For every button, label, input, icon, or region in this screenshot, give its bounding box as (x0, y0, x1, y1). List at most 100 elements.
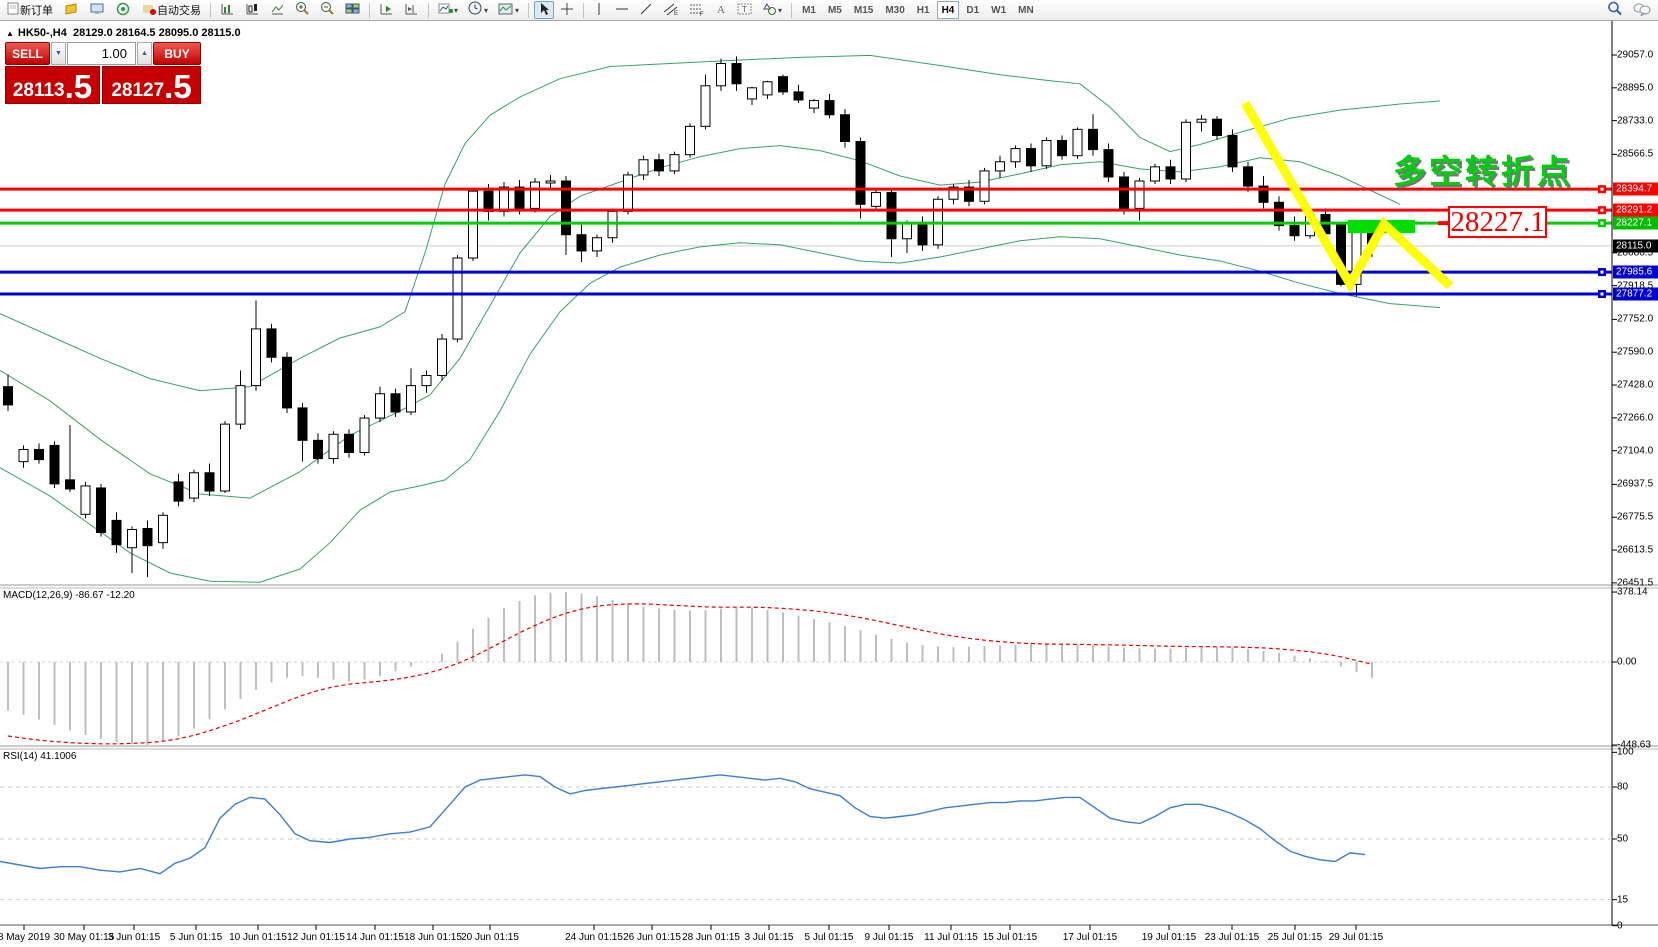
price-callout-box[interactable]: 28227.1 (1448, 206, 1547, 238)
time-axis-label[interactable]: 11 Jul 01:15 (924, 932, 978, 943)
price-line-label: 28291.2 (1613, 203, 1658, 217)
price-tick-label: 27752.0 (1617, 313, 1654, 325)
time-axis-label[interactable]: 9 Jul 01:15 (864, 932, 914, 943)
timeframe-group: M1 M5 M15 M30 H1 H4 D1 W1 MN (797, 1, 1039, 19)
market-watch-button[interactable] (59, 1, 83, 19)
cursor-tool-button[interactable] (534, 1, 555, 19)
terminal-icon (89, 2, 105, 19)
vline-tool-button[interactable] (589, 1, 609, 19)
price-tick-label: 27590.0 (1617, 346, 1654, 358)
time-axis-label[interactable]: 15 Jul 01:15 (982, 932, 1038, 943)
time-axis-label[interactable]: 3 Jun 01:15 (107, 932, 161, 943)
search-button[interactable] (1603, 1, 1627, 19)
fibonacci-tool-button[interactable]: F (685, 1, 709, 19)
volume-input[interactable] (67, 42, 136, 65)
sell-price-main: 28113 (12, 80, 65, 101)
time-axis-label[interactable]: 29 Jul 01:15 (1328, 932, 1384, 943)
zoom-in-button[interactable] (291, 1, 314, 19)
time-axis-label[interactable]: 5 Jul 01:15 (804, 932, 854, 943)
shapes-tool-button[interactable]: ▾ (759, 1, 786, 19)
boll-lower-band (0, 236, 1441, 583)
time-axis-label[interactable]: 10 Jun 01:15 (229, 932, 287, 943)
buy-price-display[interactable]: 28127.5 (102, 66, 201, 104)
time-axis-label[interactable]: 14 Jun 01:15 (346, 932, 404, 943)
trend-zigzag-annotation[interactable] (1241, 100, 1454, 294)
price-line-label: 27877.2 (1613, 287, 1658, 301)
price-tick-label: 27428.0 (1617, 379, 1654, 391)
buy-button[interactable]: BUY (153, 42, 201, 65)
time-axis-label[interactable]: 24 Jun 01:15 (565, 932, 623, 943)
timeframe-h4[interactable]: H4 (936, 1, 960, 19)
candle (561, 180, 571, 236)
time-axis-label[interactable]: 5 Jun 01:15 (169, 932, 223, 943)
tile-windows-button[interactable] (341, 1, 364, 19)
candle (669, 154, 680, 172)
time-axis-label[interactable]: 17 Jul 01:15 (1062, 932, 1118, 943)
tile-windows-icon (345, 2, 360, 19)
candle (871, 192, 881, 207)
timeframe-mn[interactable]: MN (1018, 4, 1034, 16)
timeframe-m30[interactable]: M30 (885, 4, 905, 16)
turning-point-annotation: 多空转折点 (1393, 153, 1573, 190)
channel-tool-button[interactable]: E (659, 1, 683, 19)
vertical-line-icon (594, 2, 604, 19)
time-axis-label[interactable]: 19 Jul 01:15 (1141, 932, 1197, 943)
horizontal-line-icon (615, 2, 629, 19)
timeframe-w1[interactable]: W1 (991, 4, 1007, 16)
candle (1258, 185, 1269, 203)
time-axis-label[interactable]: 8 May 2019 (0, 932, 51, 943)
candle (731, 63, 742, 85)
time-axis-label[interactable]: 23 Jul 01:15 (1204, 932, 1260, 943)
sell-price-display[interactable]: 28113.5 (5, 66, 100, 104)
hline-tool-button[interactable] (611, 1, 633, 19)
bar-chart-button[interactable] (216, 1, 239, 19)
time-axis-label[interactable]: 30 May 01:15 (53, 932, 115, 943)
price-tick-label: 26613.5 (1617, 544, 1654, 556)
dropdown-caret: ▾ (515, 5, 520, 15)
market-watch-icon (63, 2, 79, 19)
signals-button[interactable] (111, 1, 135, 19)
chart-canvas[interactable] (0, 21, 1658, 947)
autotrade-button[interactable]: 自动交易 (137, 1, 205, 19)
sell-button[interactable]: SELL (5, 42, 50, 65)
timeframe-m5[interactable]: M5 (827, 4, 842, 16)
candle (437, 338, 447, 377)
timeframe-m1[interactable]: M1 (802, 4, 816, 16)
timeframe-m15[interactable]: M15 (853, 4, 874, 16)
candle (49, 444, 60, 485)
text-label-tool-button[interactable]: T (733, 1, 757, 19)
text-tool-button[interactable]: A (711, 1, 731, 19)
time-axis-label[interactable]: 12 Jun 01:15 (287, 932, 345, 943)
line-chart-button[interactable] (266, 1, 289, 19)
candle (1212, 118, 1222, 136)
trendline-icon (639, 2, 653, 19)
time-axis-label[interactable]: 28 Jun 01:15 (682, 932, 740, 943)
timeframe-d1[interactable]: D1 (966, 4, 980, 16)
chart-shift-button[interactable] (400, 1, 423, 19)
auto-scroll-button[interactable] (375, 1, 398, 19)
toolbar-separator (210, 2, 211, 18)
crosshair-tool-button[interactable] (556, 1, 578, 19)
time-axis-label[interactable]: 25 Jul 01:15 (1267, 932, 1323, 943)
search-icon (1607, 1, 1623, 19)
add-indicator-button[interactable]: ▾ (434, 1, 462, 19)
level-line-marker-dot (1600, 292, 1604, 296)
time-axis-label[interactable]: 20 Jun 01:15 (461, 932, 519, 943)
volume-up-button[interactable]: ▲ (137, 42, 152, 65)
template-button[interactable]: ▾ (494, 1, 523, 19)
new-order-button[interactable]: 新订单 (3, 1, 57, 19)
chat-button[interactable] (1629, 1, 1655, 19)
zoom-out-button[interactable] (316, 1, 339, 19)
period-button[interactable]: ▾ (464, 1, 492, 19)
macd-tick-label: -448.63 (1617, 739, 1651, 751)
time-axis-label[interactable]: 3 Jul 01:15 (744, 932, 794, 943)
volume-down-button[interactable]: ▼ (51, 42, 66, 65)
timeframe-h1[interactable]: H1 (916, 4, 930, 16)
candlestick-chart-button[interactable] (241, 1, 264, 19)
trendline-tool-button[interactable] (635, 1, 657, 19)
terminal-button[interactable] (85, 1, 109, 19)
time-axis-label[interactable]: 18 Jun 01:15 (404, 932, 462, 943)
toolbar-separator (428, 2, 429, 18)
rsi-tick-label: 15 (1617, 894, 1629, 906)
time-axis-label[interactable]: 26 Jun 01:15 (623, 932, 681, 943)
